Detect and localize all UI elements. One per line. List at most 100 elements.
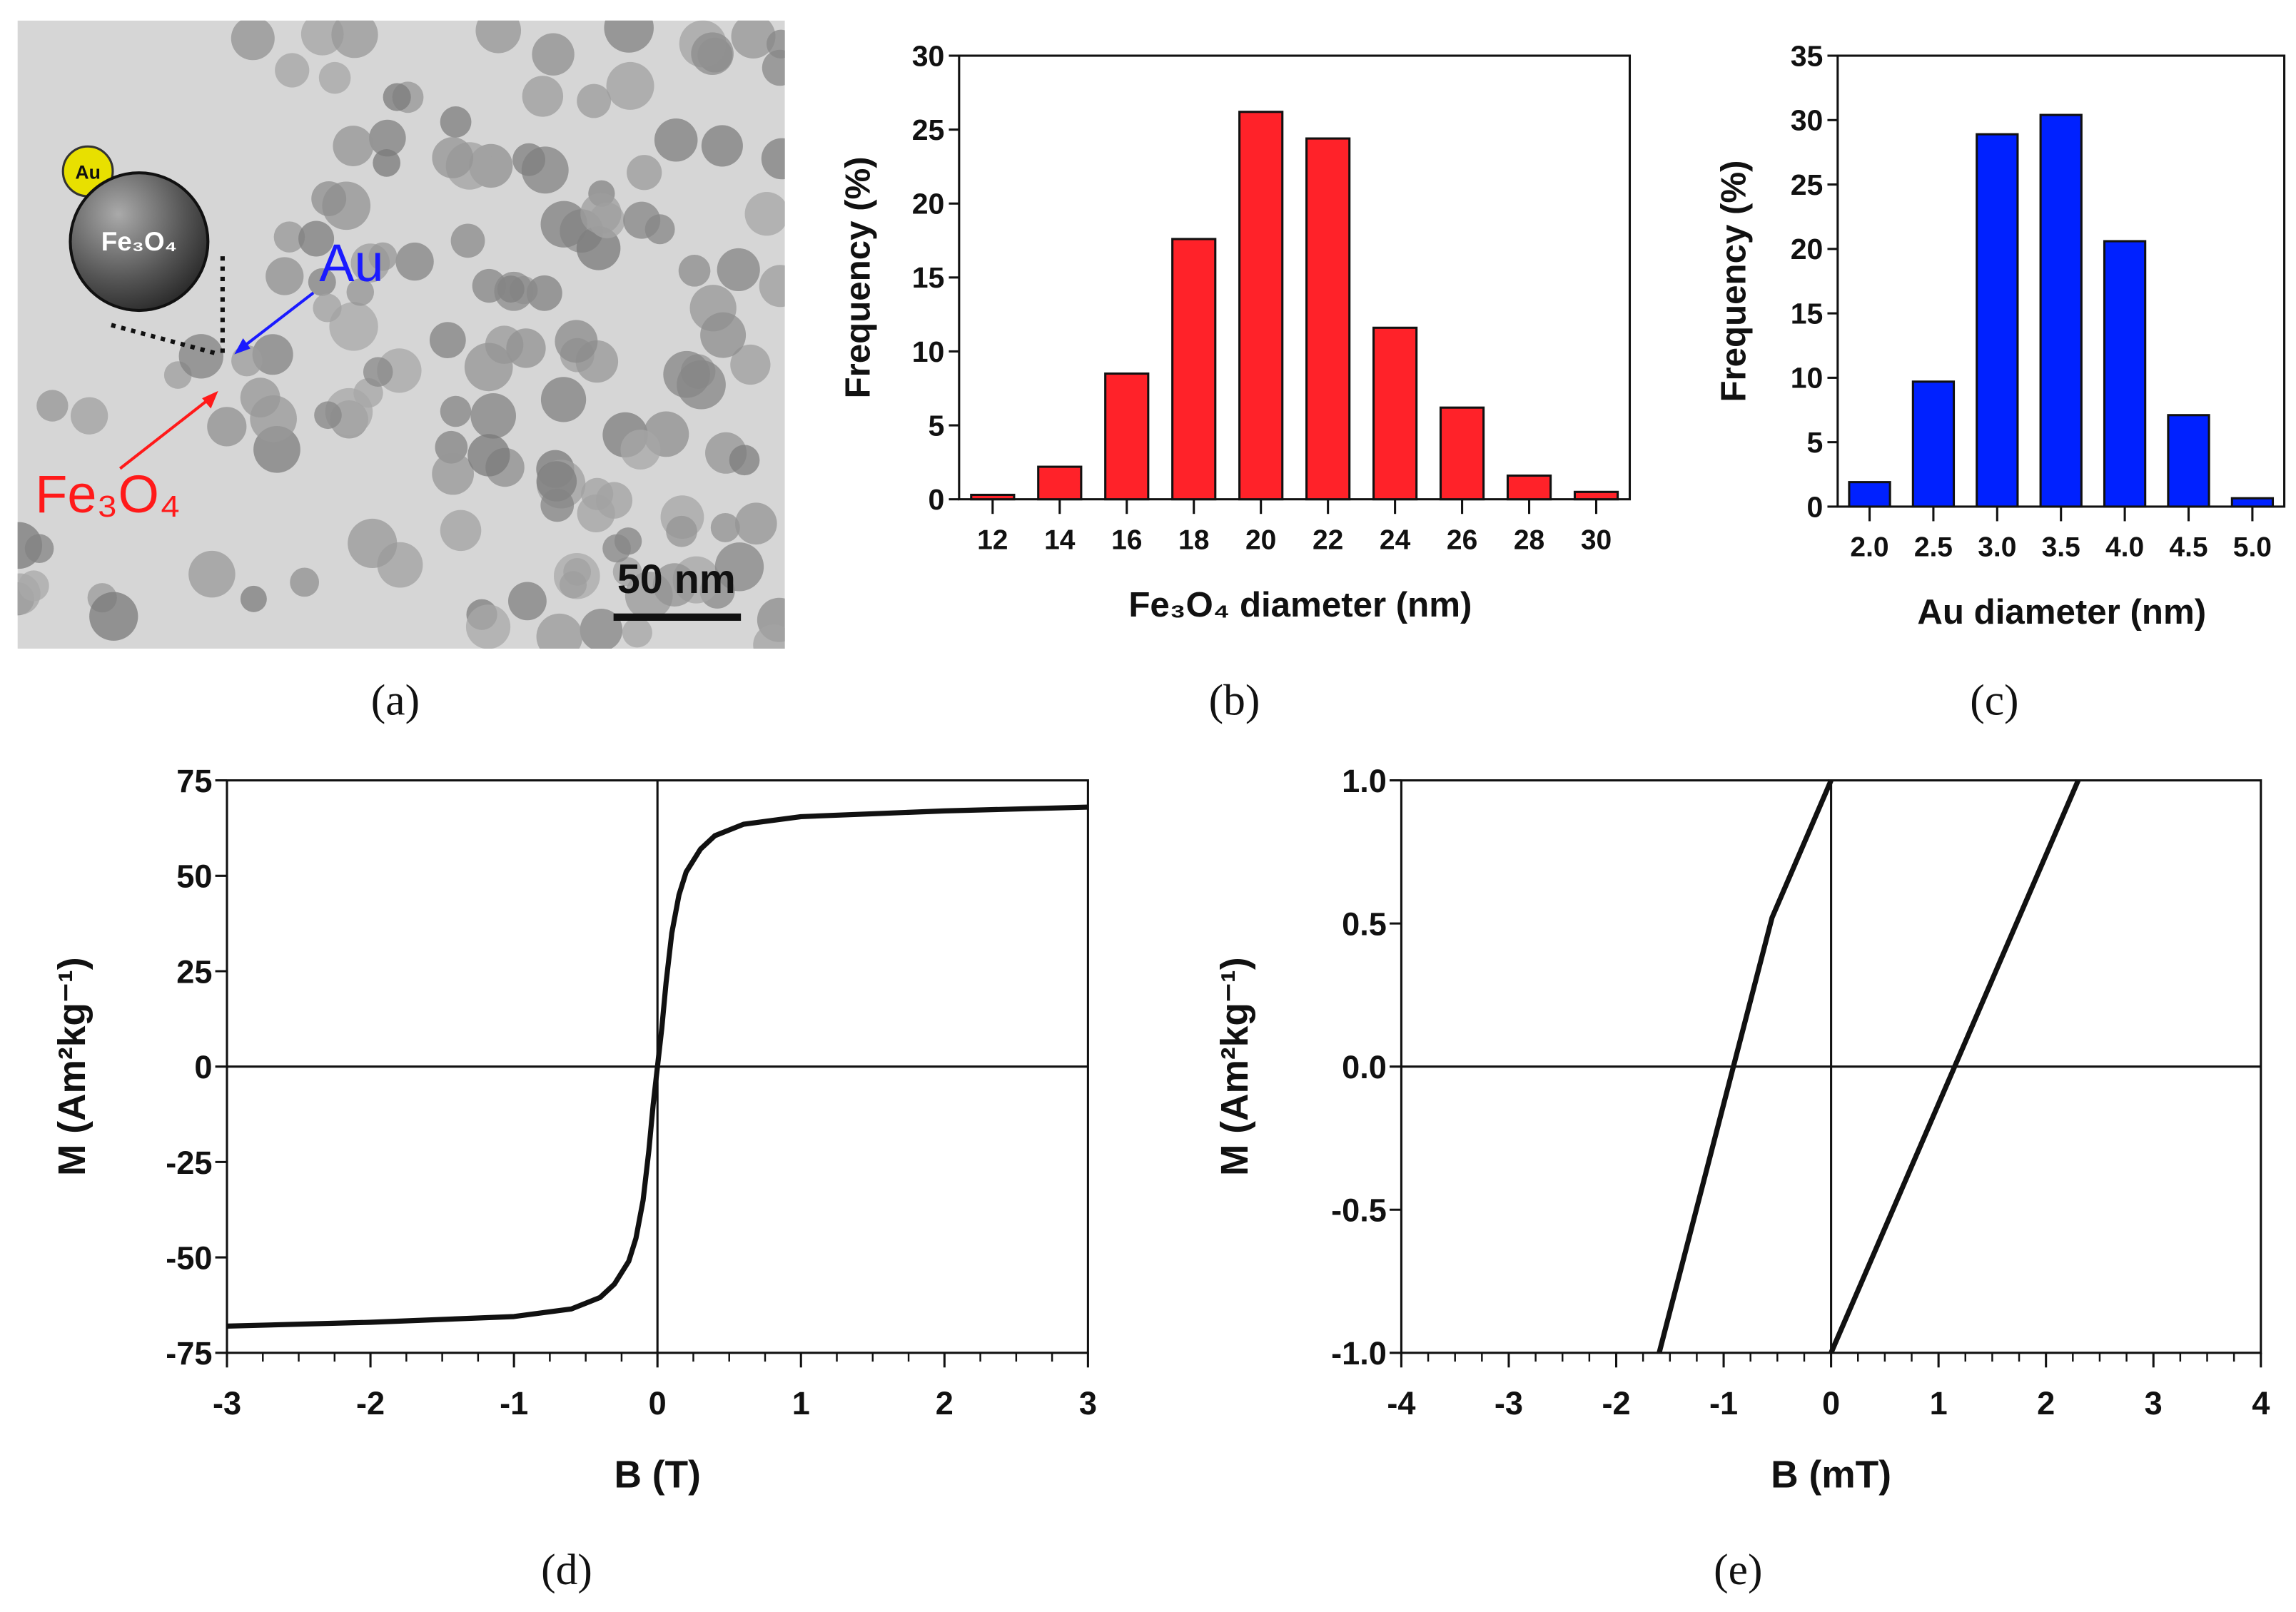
nanoparticle xyxy=(512,143,545,176)
fe3o4-arrow xyxy=(118,394,215,470)
nanoparticle xyxy=(440,510,482,552)
au-label: Au xyxy=(319,233,383,293)
nanoparticle xyxy=(207,407,247,447)
x-tick-label: 3 xyxy=(1079,1385,1097,1421)
nanoparticle xyxy=(368,242,398,271)
y-tick-label: 0 xyxy=(1807,490,1824,523)
nanoparticle xyxy=(577,83,612,118)
series-line xyxy=(1657,779,1834,1354)
fe3o4-label: Fe₃O₄ xyxy=(35,465,181,524)
nanoparticle xyxy=(432,137,474,178)
nanoparticle xyxy=(666,515,697,547)
nanoparticle xyxy=(331,20,378,59)
inset-au-label: Au xyxy=(75,161,101,183)
bar xyxy=(2103,240,2147,508)
x-tick-label: 3.5 xyxy=(2042,532,2080,563)
x-tick-label: 0 xyxy=(649,1385,667,1421)
nanoparticle xyxy=(472,268,507,303)
nanoparticle xyxy=(465,604,511,649)
nanoparticle xyxy=(540,201,587,248)
nanoparticle xyxy=(506,328,546,368)
nanoparticle xyxy=(318,61,351,94)
x-tick-label: 18 xyxy=(1178,524,1209,555)
x-tick-label: 1 xyxy=(1930,1385,1948,1421)
y-tick-label: 20 xyxy=(912,188,945,220)
nanoparticle xyxy=(475,20,522,54)
nanoparticle xyxy=(265,257,304,295)
nanoparticle xyxy=(677,360,726,410)
x-tick-label: 22 xyxy=(1313,524,1343,555)
nanoparticle xyxy=(71,397,108,435)
nanoparticle xyxy=(580,193,622,234)
nanoparticle xyxy=(540,377,587,422)
y-tick-label: 35 xyxy=(1791,39,1824,72)
nanoparticle xyxy=(178,334,224,379)
nanoparticle xyxy=(333,126,374,166)
fe3o4-histogram: 0 5 10 15 20 25 30 12 14 16 18 20 22 24 26 28 30 Fe₃O₄ di… xyxy=(839,39,1632,624)
nanoparticle xyxy=(623,201,661,239)
bar xyxy=(2230,497,2275,508)
nanoparticle xyxy=(231,20,275,61)
nanoparticle xyxy=(577,494,615,532)
nanoparticle xyxy=(714,542,764,592)
nanoparticle xyxy=(606,61,654,110)
x-tick-label: 0 xyxy=(1822,1385,1840,1421)
x-axis-label: Fe₃O₄ diameter (nm) xyxy=(1128,585,1472,624)
y-tick-label: 25 xyxy=(176,953,212,990)
x-tick-label: 4.5 xyxy=(2169,532,2208,563)
nanoparticle xyxy=(766,29,785,59)
nanoparticle xyxy=(298,220,335,257)
x-tick-label: -2 xyxy=(356,1385,385,1421)
x-tick-label: 2.5 xyxy=(1914,532,1953,563)
bar xyxy=(2039,113,2083,508)
scale-bar-label: 50 nm xyxy=(617,557,736,602)
series-line xyxy=(1829,779,2081,1354)
y-tick-label: -25 xyxy=(166,1145,212,1181)
nanoparticle xyxy=(691,32,734,76)
nanoparticle xyxy=(314,401,342,430)
y-tick-label: 10 xyxy=(912,335,945,368)
nanoparticle xyxy=(540,488,575,522)
x-tick-label: 1 xyxy=(792,1385,810,1421)
nanoparticle xyxy=(363,357,393,387)
y-tick-label: 30 xyxy=(912,39,945,72)
panel-label-a: (a) xyxy=(371,676,420,724)
series-line xyxy=(226,804,1088,1329)
dotted-line xyxy=(111,323,221,357)
nanoparticle xyxy=(231,345,263,377)
nanoparticle xyxy=(470,393,516,439)
y-tick-label: 50 xyxy=(176,858,212,895)
nanoparticle xyxy=(440,106,472,138)
panel-label-b: (b) xyxy=(1209,676,1260,724)
nanoparticle xyxy=(701,125,743,167)
x-axis-label: Au diameter (nm) xyxy=(1917,592,2206,632)
y-tick-label: 30 xyxy=(1791,104,1824,137)
au-histogram: 0 5 10 15 20 25 30 35 2.0 2.5 3.0 3.5 4.0 4.5 5.0 Au di… xyxy=(1714,39,2286,632)
nanoparticle xyxy=(717,248,760,292)
nanoparticle xyxy=(464,343,513,392)
nanoparticle xyxy=(429,322,466,358)
nanoparticle xyxy=(753,624,785,649)
x-tick-label: 26 xyxy=(1447,524,1477,555)
x-tick-label: 14 xyxy=(1044,524,1076,555)
tem-image-panel: Au Fe₃O₄ Au Fe₃O₄ 50 nm xyxy=(17,20,785,649)
nanoparticle xyxy=(252,334,293,375)
y-tick-label: 10 xyxy=(1791,362,1824,395)
nanoparticle xyxy=(311,181,347,216)
nanoparticle xyxy=(620,429,661,470)
bar xyxy=(1848,481,1891,508)
fe3o4-arrowhead-icon xyxy=(202,390,218,409)
bar xyxy=(1573,490,1619,501)
nanoparticle xyxy=(604,20,654,53)
bar xyxy=(1037,465,1083,501)
nanoparticle xyxy=(308,268,336,296)
nanoparticle xyxy=(729,445,760,476)
y-tick-label: 0 xyxy=(194,1049,212,1085)
nanoparticle xyxy=(440,395,472,427)
nanoparticle xyxy=(580,609,623,649)
nanoparticle xyxy=(188,550,236,598)
plot-frame xyxy=(958,54,1632,501)
nanoparticles xyxy=(17,20,785,649)
bar xyxy=(1439,406,1485,501)
nanoparticle xyxy=(553,552,600,599)
